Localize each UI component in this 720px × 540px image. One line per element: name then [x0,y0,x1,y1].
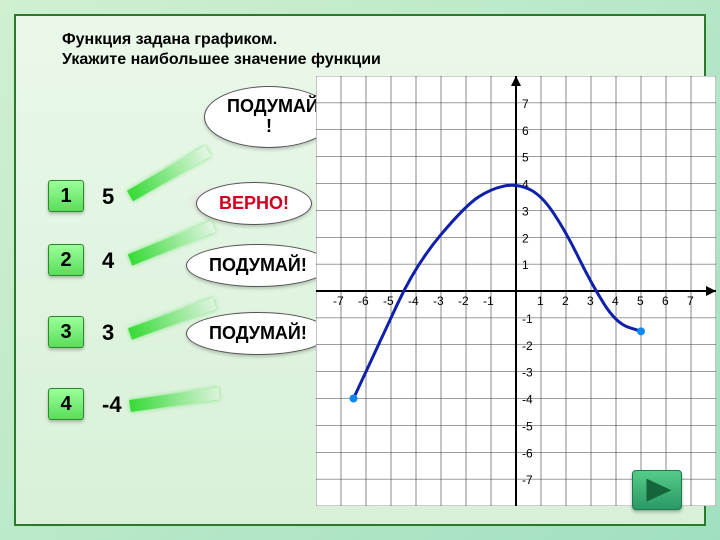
svg-text:-5: -5 [383,294,394,308]
answer-value-1: 5 [102,184,114,210]
speech-bubble-2: ВЕРНО! [196,182,312,225]
svg-text:6: 6 [522,124,529,138]
answer-button-3[interactable]: 3 [48,316,84,348]
svg-text:-4: -4 [408,294,419,308]
svg-text:-5: -5 [522,419,533,433]
svg-text:5: 5 [637,294,644,308]
answer-value-3: 3 [102,320,114,346]
svg-text:-7: -7 [522,473,533,487]
answer-value-2: 4 [102,248,114,274]
svg-text:-3: -3 [433,294,444,308]
next-button[interactable] [632,470,682,510]
question-line1: Функция задана графиком. [62,31,277,48]
svg-text:-6: -6 [358,294,369,308]
answer-button-4[interactable]: 4 [48,388,84,420]
svg-text:4: 4 [612,294,619,308]
svg-text:5: 5 [522,151,529,165]
svg-text:-1: -1 [483,294,494,308]
connector-4 [129,388,220,412]
play-icon [633,471,681,509]
svg-text:6: 6 [662,294,669,308]
svg-text:-2: -2 [458,294,469,308]
answer-value-4: -4 [102,392,122,418]
speech-text-1: ПОДУМАЙ! [227,96,319,136]
speech-text-3: ПОДУМАЙ! [209,255,307,275]
slide-frame: Функция задана графиком. Укажите наиболь… [14,14,706,526]
question-line2: Укажите наибольшее значение функции [62,51,381,68]
svg-text:-3: -3 [522,366,533,380]
function-chart: 1-11-12-22-23-33-34-44-45-55-56-66-67-77… [316,76,716,506]
speech-bubble-1: ПОДУМАЙ! [204,86,334,148]
svg-text:3: 3 [587,294,594,308]
svg-text:-1: -1 [522,312,533,326]
speech-text-2: ВЕРНО! [219,193,289,213]
svg-text:7: 7 [687,294,694,308]
svg-text:-6: -6 [522,446,533,460]
speech-bubble-3: ПОДУМАЙ! [186,244,330,287]
svg-text:1: 1 [537,294,544,308]
svg-text:2: 2 [522,231,529,245]
question-text: Функция задана графиком. Укажите наиболь… [62,30,482,70]
svg-text:-7: -7 [333,294,344,308]
svg-text:-4: -4 [522,393,533,407]
speech-text-4: ПОДУМАЙ! [209,323,307,343]
answer-button-2[interactable]: 2 [48,244,84,276]
svg-text:2: 2 [562,294,569,308]
svg-text:7: 7 [522,97,529,111]
speech-bubble-4: ПОДУМАЙ! [186,312,330,355]
chart-svg: 1-11-12-22-23-33-34-44-45-55-56-66-67-77… [316,76,716,506]
answer-button-1[interactable]: 1 [48,180,84,212]
svg-text:-2: -2 [522,339,533,353]
svg-text:3: 3 [522,204,529,218]
svg-text:1: 1 [522,258,529,272]
